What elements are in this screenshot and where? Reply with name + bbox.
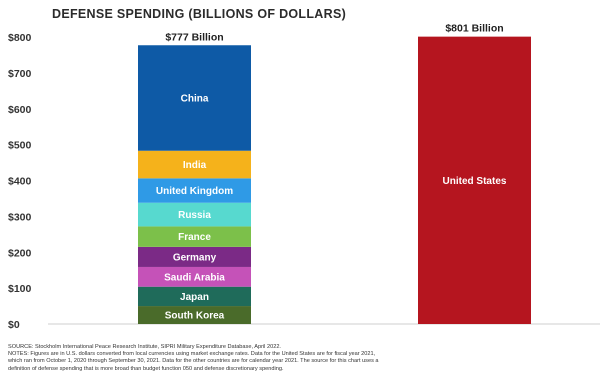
bar-segment <box>138 226 251 247</box>
bar-segment-label: United States <box>443 176 507 187</box>
y-tick-label: $800 <box>8 32 32 44</box>
bar-segment <box>138 266 251 287</box>
footnotes: SOURCE: Stockholm International Peace Re… <box>8 344 604 373</box>
chart-title: DEFENSE SPENDING (BILLIONS OF DOLLARS) <box>52 7 346 21</box>
bar-segment <box>138 246 251 267</box>
notes-line-1: NOTES: Figures are in U.S. dollars conve… <box>8 351 376 358</box>
bar-total-label: $777 Billion <box>165 31 223 43</box>
bar-segment-label: Saudi Arabia <box>164 272 225 283</box>
bar-segment <box>418 36 531 325</box>
notes-line-3: definition of defense spending that is m… <box>8 365 284 372</box>
bar-segment-label: Russia <box>178 210 211 221</box>
y-tick-label: $700 <box>8 68 32 80</box>
y-axis: $0 $100 $200 $300 $400 $500 $600 $700 $800 <box>8 32 32 331</box>
bar-segment <box>138 306 251 324</box>
bar-segment-label: France <box>178 232 211 243</box>
bar-segment <box>138 150 251 179</box>
bars: South Korea Japan Saudi Arabia Germany Franc… <box>138 23 531 325</box>
source-note: SOURCE: Stockholm International Peace Re… <box>8 344 281 350</box>
y-tick-label: $300 <box>8 211 32 223</box>
y-tick-label: $400 <box>8 176 32 188</box>
bar-segment-label: India <box>183 160 207 171</box>
y-tick-label: $500 <box>8 140 32 152</box>
bar-segment-label: China <box>181 93 209 104</box>
notes-line-2: which ran from October 1, 2020 through S… <box>8 358 379 365</box>
bar-segment-label: United Kingdom <box>156 186 233 197</box>
bar-segment-label: Germany <box>173 252 217 263</box>
bar-segment <box>138 178 251 203</box>
y-tick-label: $0 <box>8 319 20 331</box>
bar-segment <box>138 286 251 307</box>
bar-segment-label: South Korea <box>165 311 225 322</box>
bar-segment <box>138 45 251 151</box>
y-tick-label: $200 <box>8 247 32 259</box>
y-tick-label: $600 <box>8 104 32 116</box>
bar-segment <box>138 202 251 227</box>
y-tick-label: $100 <box>8 283 32 295</box>
bar-segment-label: Japan <box>180 292 209 303</box>
bar-total-label: $801 Billion <box>445 23 503 35</box>
